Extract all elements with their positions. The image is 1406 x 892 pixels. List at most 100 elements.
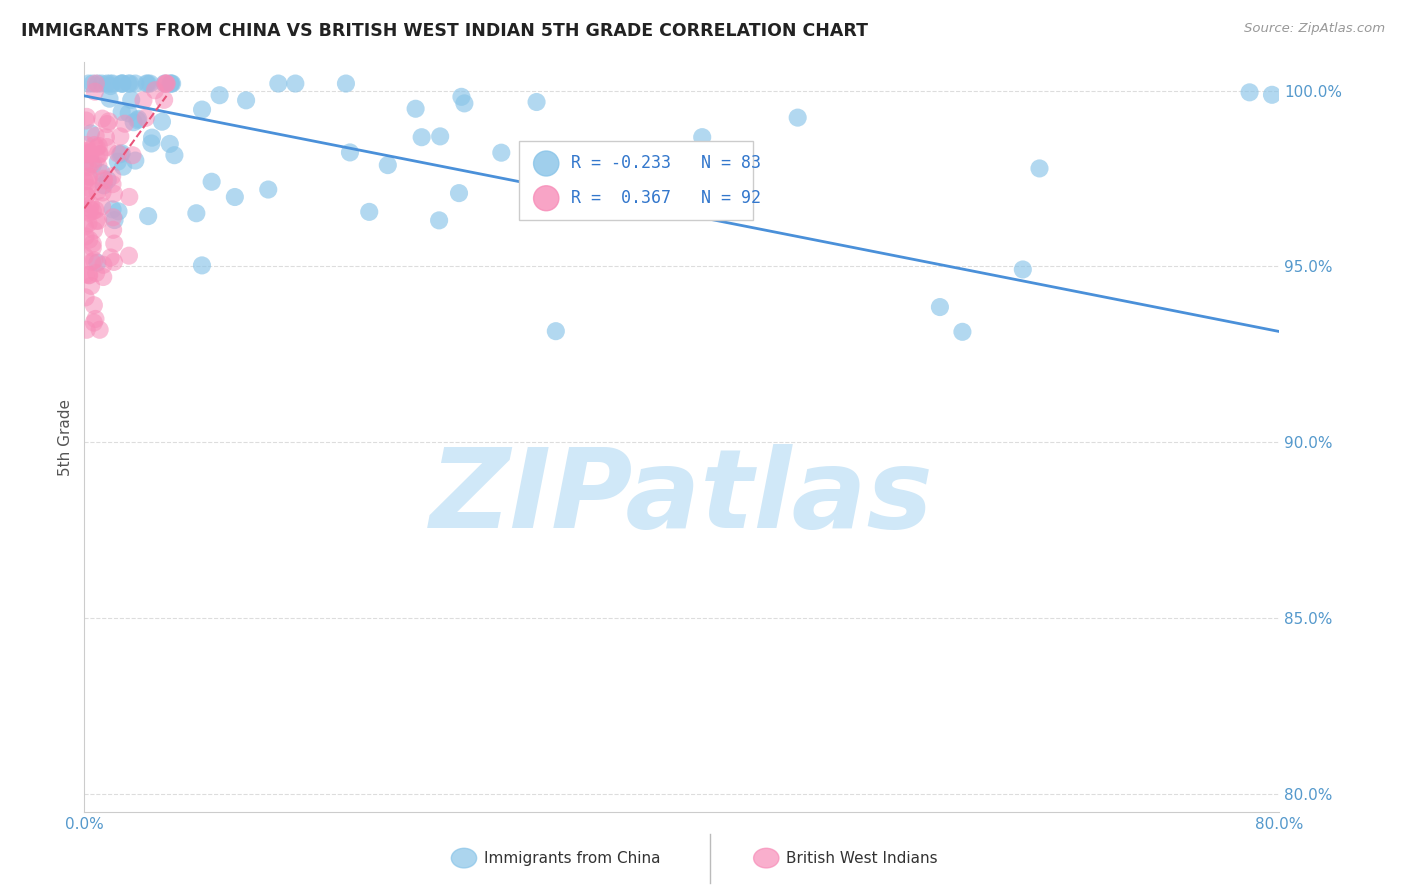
Point <box>411 130 433 145</box>
Point <box>73 219 96 234</box>
Point <box>284 77 307 91</box>
Point <box>75 145 97 159</box>
Point <box>141 136 163 151</box>
Point <box>87 139 110 153</box>
Point <box>91 112 114 126</box>
Point <box>90 166 112 180</box>
Point <box>429 129 451 144</box>
Point <box>98 77 121 91</box>
Point <box>79 233 101 247</box>
Point <box>191 259 214 273</box>
Point <box>75 189 97 203</box>
Point <box>118 190 141 204</box>
Point <box>159 136 181 151</box>
Point <box>1011 262 1033 277</box>
Point <box>86 184 108 198</box>
Text: British West Indians: British West Indians <box>786 851 938 865</box>
Point <box>150 114 173 128</box>
Point <box>111 146 134 161</box>
Point <box>77 169 100 184</box>
Point <box>77 170 100 185</box>
Point <box>111 77 134 91</box>
Point <box>73 203 96 218</box>
Point <box>75 229 97 244</box>
Point <box>93 258 115 272</box>
Point <box>359 205 381 219</box>
Point <box>86 255 108 269</box>
Point <box>77 268 100 283</box>
Point <box>77 180 100 194</box>
Point <box>73 174 96 188</box>
Point <box>160 77 183 91</box>
Point <box>335 77 357 91</box>
Point <box>79 202 101 216</box>
Point <box>491 145 513 160</box>
Point <box>75 146 97 161</box>
Point <box>135 77 157 91</box>
Point <box>690 130 713 145</box>
Point <box>77 144 100 158</box>
Point <box>89 323 111 337</box>
Point <box>86 152 108 166</box>
Point <box>786 111 808 125</box>
Point <box>94 130 117 145</box>
Point <box>118 106 141 120</box>
Point <box>1028 161 1050 176</box>
Point <box>112 160 135 174</box>
Point <box>103 186 125 201</box>
Point <box>87 77 110 91</box>
Point <box>73 147 96 161</box>
Point <box>118 249 141 263</box>
Text: IMMIGRANTS FROM CHINA VS BRITISH WEST INDIAN 5TH GRADE CORRELATION CHART: IMMIGRANTS FROM CHINA VS BRITISH WEST IN… <box>21 22 868 40</box>
Point <box>124 153 146 168</box>
Point <box>952 325 974 339</box>
Point <box>107 146 129 161</box>
Point <box>82 241 104 255</box>
Point <box>110 129 132 144</box>
Point <box>89 147 111 161</box>
Point <box>91 199 114 213</box>
Point <box>77 174 100 188</box>
Point <box>127 113 149 128</box>
Point <box>79 147 101 161</box>
Point <box>93 171 115 186</box>
Point <box>83 223 105 237</box>
Point <box>83 298 105 312</box>
Point <box>80 146 103 161</box>
Point <box>98 92 121 106</box>
Point <box>86 141 108 155</box>
Point <box>97 114 120 128</box>
Point <box>160 77 183 91</box>
Point <box>77 216 100 230</box>
Point <box>141 130 163 145</box>
Point <box>91 186 114 200</box>
Point <box>103 213 125 227</box>
Point <box>1239 86 1261 100</box>
Point <box>111 104 134 119</box>
Point <box>377 158 399 172</box>
Point <box>84 312 107 326</box>
Point <box>84 202 107 217</box>
Point <box>122 115 145 129</box>
Point <box>606 181 628 195</box>
Point <box>110 147 132 161</box>
Point <box>80 255 103 269</box>
Point <box>76 323 98 337</box>
Point <box>257 182 280 196</box>
Point <box>93 178 115 193</box>
Point <box>93 173 115 187</box>
Point <box>526 95 548 109</box>
Point <box>75 159 97 173</box>
Point <box>107 204 129 219</box>
Point <box>120 93 142 107</box>
Point <box>688 202 710 217</box>
Point <box>427 213 450 227</box>
Point <box>101 169 124 183</box>
Text: R = -0.233   N = 83: R = -0.233 N = 83 <box>571 154 761 172</box>
Point <box>80 127 103 141</box>
Point <box>124 77 146 91</box>
Point <box>100 251 122 265</box>
Point <box>101 177 124 191</box>
Point <box>100 79 122 94</box>
Point <box>75 113 97 128</box>
